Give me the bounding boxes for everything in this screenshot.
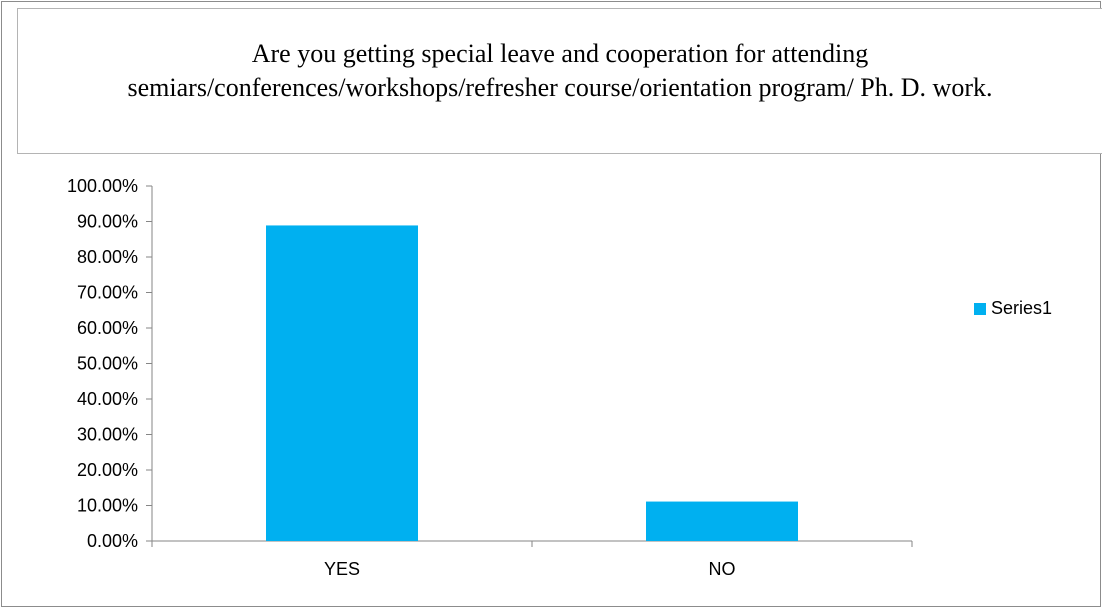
chart-title-box: Are you getting special leave and cooper…: [17, 8, 1102, 154]
y-tick-label: 10.00%: [77, 496, 138, 516]
y-tick-label: 50.00%: [77, 354, 138, 374]
x-axis: YES NO: [151, 540, 913, 579]
bar-yes: [266, 225, 418, 542]
y-tick-label: 0.00%: [87, 531, 138, 551]
y-axis: 0.00% 10.00% 20.00% 30.00% 40.00% 50.00% 60.00…: [67, 176, 153, 551]
legend-swatch-series1: [974, 302, 986, 315]
y-tick-label: 100.00%: [67, 176, 138, 196]
y-tick-label: 60.00%: [77, 318, 138, 338]
y-tick-label: 80.00%: [77, 247, 138, 267]
chart-title: Are you getting special leave and cooper…: [127, 39, 993, 102]
y-tick-label: 90.00%: [77, 212, 138, 232]
y-tick-label: 40.00%: [77, 389, 138, 409]
y-tick-label: 70.00%: [77, 283, 138, 303]
x-tick-label: NO: [709, 559, 736, 579]
y-tick-label: 20.00%: [77, 460, 138, 480]
y-tick-label: 30.00%: [77, 425, 138, 445]
bar-no: [646, 501, 798, 541]
legend-label-series1: Series1: [991, 298, 1053, 318]
bars: [266, 225, 798, 542]
x-tick-label: YES: [324, 559, 360, 579]
legend: Series1: [974, 298, 1052, 319]
